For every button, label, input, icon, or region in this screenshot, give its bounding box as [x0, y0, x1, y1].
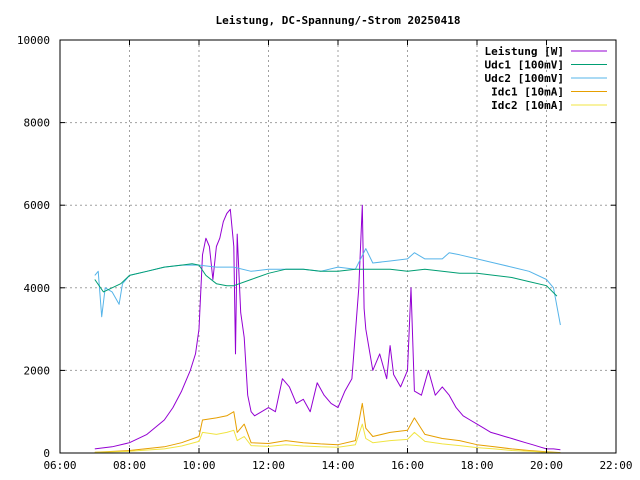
y-tick-label: 10000 — [17, 34, 50, 47]
x-tick-label: 22:00 — [599, 459, 632, 472]
series-line-2 — [94, 248, 561, 326]
x-tick-label: 06:00 — [43, 459, 76, 472]
legend-label: Idc2 [10mA] — [491, 99, 564, 112]
series-line-1 — [94, 263, 558, 297]
legend-label: Idc1 [10mA] — [491, 86, 564, 99]
legend-label: Udc2 [100mV] — [485, 72, 564, 85]
y-tick-label: 8000 — [24, 117, 51, 130]
y-axis: 0 2000 4000 6000 8000 10000 — [17, 34, 616, 460]
x-tick-label: 20:00 — [530, 459, 563, 472]
x-tick-label: 08:00 — [113, 459, 146, 472]
series-line-0 — [94, 204, 561, 451]
x-tick-label: 16:00 — [391, 459, 424, 472]
x-tick-label: 12:00 — [252, 459, 285, 472]
y-tick-label: 6000 — [24, 199, 51, 212]
y-tick-label: 0 — [43, 447, 50, 460]
y-tick-label: 4000 — [24, 282, 51, 295]
grid — [60, 40, 616, 453]
x-tick-label: 18:00 — [460, 459, 493, 472]
series-lines — [94, 204, 561, 454]
series-line-3 — [94, 402, 561, 454]
legend-label: Udc1 [100mV] — [485, 59, 564, 72]
legend-label: Leistung [W] — [485, 45, 564, 58]
x-tick-label: 10:00 — [182, 459, 215, 472]
x-tick-label: 14:00 — [321, 459, 354, 472]
legend: Leistung [W]Udc1 [100mV]Udc2 [100mV]Idc1… — [485, 45, 607, 112]
series-line-4 — [94, 423, 561, 454]
y-tick-label: 2000 — [24, 364, 51, 377]
chart-title: Leistung, DC-Spannung/-Strom 20250418 — [215, 14, 460, 27]
x-axis: 06:00 08:00 10:00 12:00 14:00 16:00 18:00 20:00… — [43, 40, 633, 472]
